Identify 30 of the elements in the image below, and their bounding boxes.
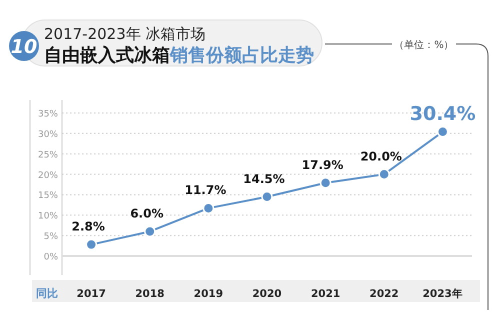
y-tick-label: 0% [44,252,58,262]
y-tick-label: 10% [38,212,58,222]
data-label: 11.7% [184,183,226,198]
data-label: 2.8% [72,220,105,234]
y-tick-label: 30% [38,130,58,140]
y-tick-label: 15% [38,191,58,202]
point [320,177,332,189]
x-tick-label: 2017 [76,288,106,300]
chart-title: 2017-2023年 冰箱市场 [44,25,206,43]
x-tick-label: 2020 [252,288,282,300]
data-label: 30.4% [410,102,476,125]
x-tick-label: 2022 [370,288,399,300]
text: 10 [10,36,38,58]
x-axis-title: 同比 [36,287,58,300]
data-label: 20.0% [360,149,402,164]
x-tick-label: 2019 [194,288,224,300]
point [144,226,156,238]
data-label: 14.5% [243,172,285,186]
data-label: 17.9% [302,158,344,172]
x-tick-label: 2018 [135,288,164,300]
x-tick-label: 2023年 [422,287,463,300]
y-tick-label: 35% [38,110,58,120]
x-tick-label: 2021 [310,288,340,300]
point [86,238,98,250]
y-tick-label: 5% [44,232,58,242]
y-tick-label: 20% [38,170,58,181]
text: （单位：%） [394,39,454,51]
y-tick-label: 25% [38,150,58,160]
data-label: 6.0% [130,206,164,220]
chart-subtitle: 自由嵌入式冰箱销售份额占比走势 [44,45,314,66]
